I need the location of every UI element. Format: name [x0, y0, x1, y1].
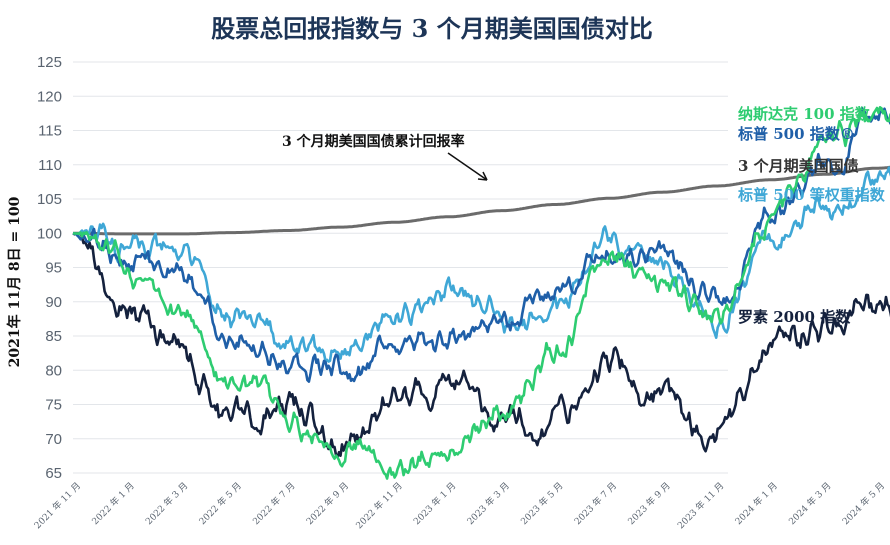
x-tick-label: 2022 年 3 月: [143, 480, 191, 528]
y-tick-label: 70: [45, 431, 62, 448]
annotation-group: 3 个月期美国国债累计回报率: [282, 133, 488, 181]
x-tick-label: 2024 年 5 月: [840, 480, 888, 528]
x-tick-label: 2024 年 3 月: [786, 480, 834, 528]
series-label-4: 罗素 2000 指数: [738, 308, 851, 326]
x-tick-label: 2023 年 1 月: [411, 480, 459, 528]
y-tick-label: 85: [45, 328, 62, 345]
series-line-3: [72, 166, 890, 363]
y-tick-label: 95: [45, 260, 62, 277]
y-tick-label: 75: [45, 397, 62, 414]
series-line-1: [72, 106, 890, 383]
x-tick-label: 2023 年 11 月: [675, 480, 727, 532]
x-tick-label: 2023 年 3 月: [464, 480, 512, 528]
y-axis-label: 2021年 11月 8日 = 100: [6, 196, 23, 367]
x-tick-label: 2022 年 9 月: [304, 480, 352, 528]
series-label-1: 标普 500 指数®: [737, 125, 855, 143]
series-label-0: 纳斯达克 100 指数: [738, 105, 871, 123]
y-tick-label: 115: [38, 123, 62, 140]
x-tick-label: 2022 年 11 月: [353, 480, 405, 532]
series-line-0: [72, 106, 890, 480]
series-line-4: [72, 231, 890, 459]
y-tick-label: 100: [37, 225, 62, 242]
x-tick-label: 2022 年 7 月: [250, 480, 298, 528]
x-tick-label: 2023 年 9 月: [625, 480, 673, 528]
x-tick-label: 2024 年 1 月: [732, 480, 780, 528]
y-tick-label: 120: [37, 88, 62, 105]
series-line-2: [73, 165, 890, 236]
x-tick-label: 2022 年 5 月: [196, 480, 244, 528]
series-label-2: 3 个月期美国国债: [738, 157, 859, 175]
x-ticks: 2021 年 11 月 2022 年 1 月 2022 年 3 月 2022 年 5 …: [32, 480, 888, 532]
annotation-label: 3 个月期美国国债累计回报率: [282, 133, 465, 150]
y-tick-label: 105: [37, 191, 62, 208]
y-tick-label: 65: [45, 465, 62, 482]
annotation-arrow-line: [447, 152, 488, 181]
y-ticks: 65 70 75 80 85 90 95 100 105 110 115 120 125: [37, 54, 62, 482]
y-tick-label: 90: [45, 294, 62, 311]
chart-title: 股票总回报指数与 3 个月期美国国债对比: [211, 14, 652, 43]
y-tick-label: 80: [45, 362, 62, 379]
x-tick-label: 2021 年 11 月: [32, 480, 84, 532]
annotation-arrow-head: [477, 171, 488, 181]
gridlines: [73, 61, 728, 474]
x-tick-label: 2023 年 7 月: [572, 480, 620, 528]
series-label-3: 标普 500 等权重指数: [737, 186, 886, 204]
y-tick-label: 125: [37, 54, 62, 71]
x-tick-label: 2022 年 1 月: [89, 480, 137, 528]
x-tick-label: 2023 年 5 月: [518, 480, 566, 528]
y-tick-label: 110: [38, 157, 62, 174]
series-lines: [72, 106, 890, 480]
